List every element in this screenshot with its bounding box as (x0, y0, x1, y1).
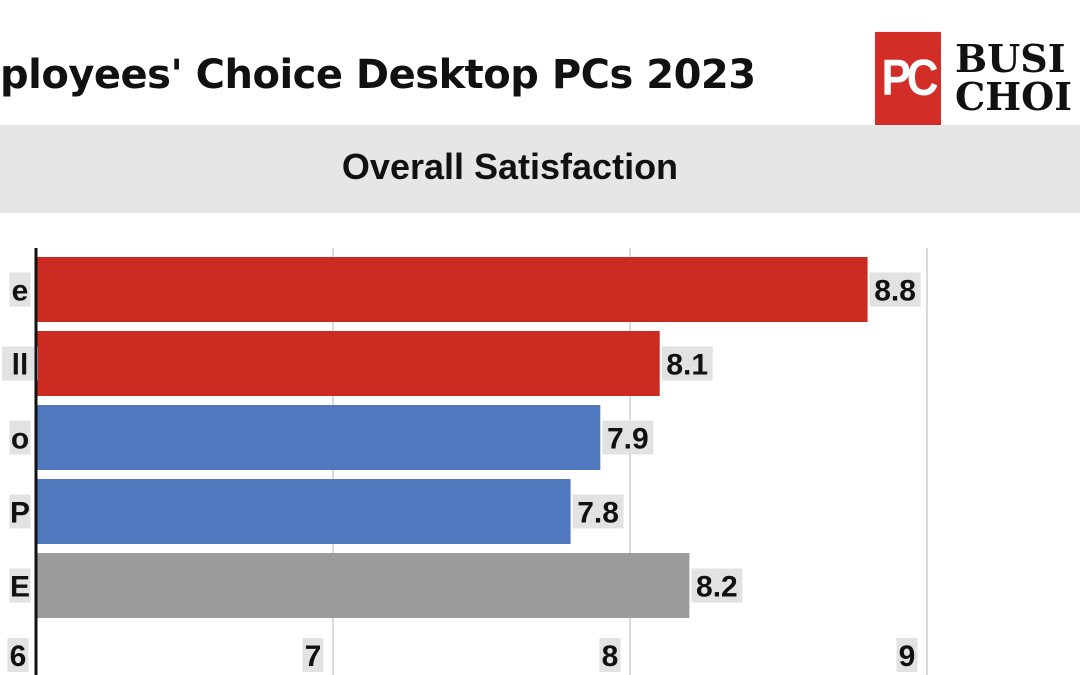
value-label: 8.1 (666, 349, 708, 382)
value-label-bg (691, 568, 743, 603)
category-label: ll (12, 349, 29, 382)
category-label: o (11, 423, 29, 456)
x-tick-label-bg (7, 638, 29, 672)
pc-logo-mark: PC (875, 31, 941, 126)
category-label-bg (9, 568, 31, 603)
category-label-bg (9, 420, 31, 455)
category-label-bg (9, 272, 31, 307)
logo-line-2: CHOI (955, 74, 1073, 119)
value-label-bg (572, 494, 624, 529)
x-tick-label-bg (896, 638, 918, 672)
bar (36, 553, 690, 618)
bar (36, 331, 660, 396)
logo-line-1: BUSI (955, 36, 1066, 81)
value-label-bg (602, 420, 654, 455)
value-label: 7.8 (577, 497, 619, 530)
category-label-bg (2, 346, 38, 381)
category-label: P (10, 497, 30, 530)
bar (36, 405, 601, 470)
subtitle-band (0, 125, 1080, 213)
category-label: e (12, 275, 29, 308)
x-tick-label: 8 (602, 640, 619, 673)
value-label: 8.2 (696, 571, 738, 604)
category-label: E (10, 571, 30, 604)
value-label-bg (661, 346, 713, 381)
x-tick-label-bg (302, 638, 324, 672)
bar (36, 257, 868, 322)
value-label: 7.9 (607, 423, 649, 456)
chart-title: ployees' Choice Desktop PCs 2023 (0, 52, 756, 98)
x-tick-label: 9 (899, 640, 916, 673)
bar (36, 479, 571, 544)
value-label: 8.8 (874, 275, 916, 308)
x-tick-label: 6 (10, 640, 27, 673)
category-label-bg (9, 494, 31, 529)
x-tick-label: 7 (305, 640, 322, 673)
x-tick-label-bg (599, 638, 621, 672)
chart-subtitle: Overall Satisfaction (341, 146, 679, 187)
value-label-bg (869, 272, 921, 307)
